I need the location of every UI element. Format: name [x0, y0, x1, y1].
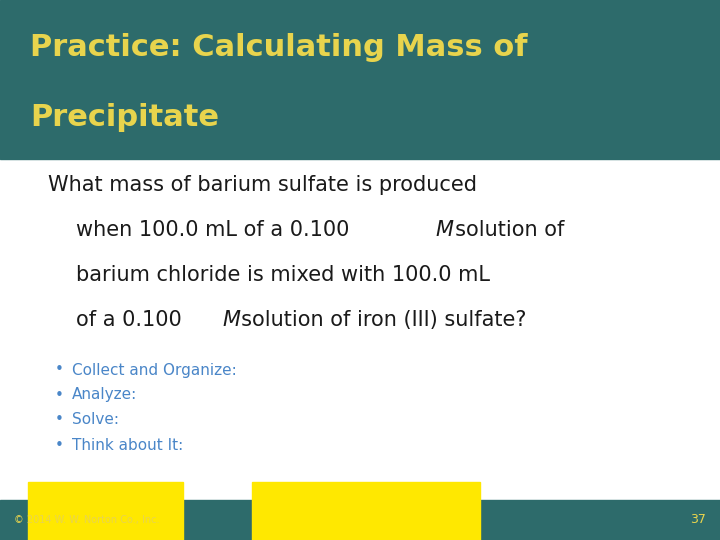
Text: Practice: Calculating Mass of: Practice: Calculating Mass of	[30, 33, 528, 63]
Text: M: M	[222, 310, 240, 330]
Text: barium chloride is mixed with 100.0 mL: barium chloride is mixed with 100.0 mL	[76, 265, 490, 285]
Text: 37: 37	[690, 513, 706, 526]
Text: •: •	[55, 362, 64, 377]
Text: solution of: solution of	[451, 220, 564, 240]
Text: © 2014 W. W. Norton Co., Inc.: © 2014 W. W. Norton Co., Inc.	[14, 515, 160, 525]
Text: Precipitate: Precipitate	[30, 104, 219, 132]
Text: Solve:: Solve:	[72, 413, 119, 428]
Text: Analyze:: Analyze:	[72, 388, 138, 402]
Text: M: M	[435, 220, 453, 240]
Bar	[28, 482, 183, 540]
Text: What mass of barium sulfate is produced: What mass of barium sulfate is produced	[48, 175, 477, 195]
Text: •: •	[55, 437, 64, 453]
Text: Think about It:: Think about It:	[72, 437, 184, 453]
Bar	[252, 482, 480, 540]
Text: •: •	[55, 388, 64, 402]
Text: •: •	[55, 413, 64, 428]
Text: solution of iron (III) sulfate?: solution of iron (III) sulfate?	[237, 310, 526, 330]
Bar	[0, 0, 720, 159]
Text: of a 0.100: of a 0.100	[76, 310, 186, 330]
Text: Collect and Organize:: Collect and Organize:	[72, 362, 237, 377]
Text: when 100.0 mL of a 0.100: when 100.0 mL of a 0.100	[76, 220, 354, 240]
Bar	[0, 500, 720, 540]
